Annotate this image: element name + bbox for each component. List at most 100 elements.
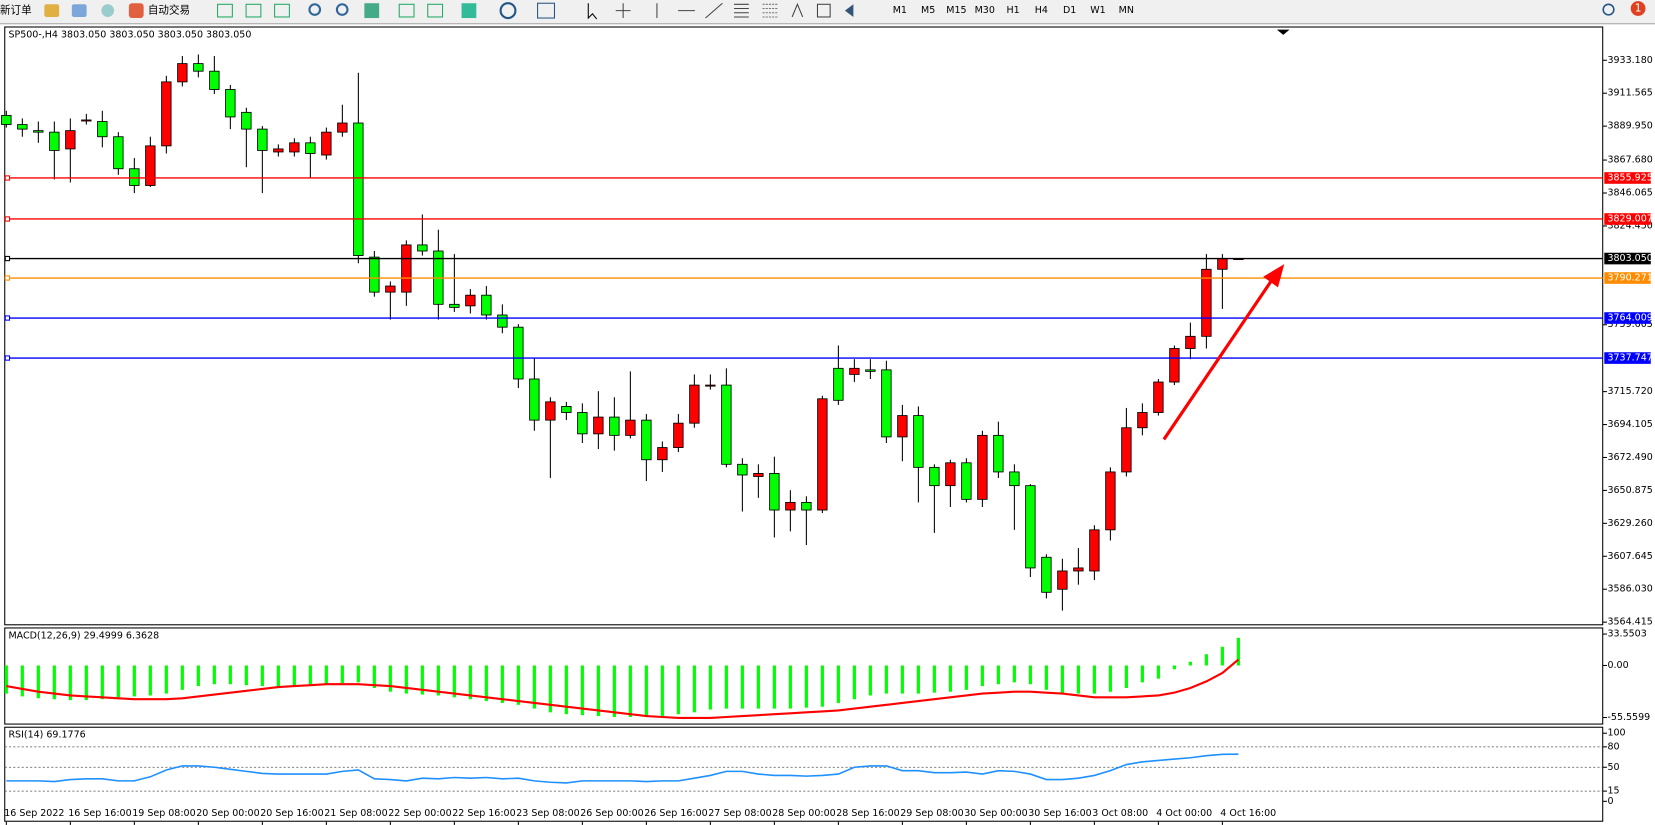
macd-bar (1220, 646, 1224, 666)
x-tick-label: 28 Sep 16:00 (836, 808, 899, 819)
icon[interactable] (245, 3, 262, 18)
candle-body (321, 131, 332, 156)
candle-body (529, 378, 540, 421)
timeframe-button[interactable]: D1 (1063, 5, 1076, 16)
candle-body (1169, 348, 1180, 383)
level-price-box (1604, 312, 1651, 324)
notification-badge[interactable] (1630, 1, 1646, 16)
crosshair-tool[interactable] (615, 3, 631, 19)
candle-body (737, 463, 748, 476)
candle-body (801, 501, 812, 511)
icon[interactable] (217, 3, 233, 18)
macd-bar (836, 665, 840, 703)
icon[interactable] (537, 2, 556, 19)
channel-tool[interactable] (734, 3, 749, 18)
macd-bar (116, 665, 120, 698)
cursor-tool[interactable] (587, 3, 598, 20)
x-tick-label: 4 Oct 00:00 (1156, 808, 1212, 819)
macd-bar (84, 665, 88, 701)
macd-bar (148, 665, 152, 696)
y-tick-label: 80 (1607, 741, 1619, 752)
macd-bar (404, 665, 408, 694)
icon[interactable] (101, 4, 115, 17)
x-tick-label: 19 Sep 08:00 (132, 808, 195, 819)
zoom-in[interactable] (308, 3, 322, 16)
macd-bar (548, 665, 552, 713)
candle-body (1057, 570, 1068, 590)
auto-trading-button[interactable]: 自动交易 (148, 4, 190, 17)
trendline-tool[interactable] (705, 2, 723, 19)
text-tool[interactable] (791, 2, 804, 18)
macd-bar (1060, 665, 1064, 694)
macd-bar (900, 665, 904, 694)
annotation-arrow (1162, 264, 1285, 441)
candle-body (273, 148, 284, 153)
candle-body (1, 114, 12, 125)
timeframe-button[interactable]: H4 (1035, 5, 1048, 16)
timeframe-button[interactable]: M5 (921, 5, 935, 16)
macd-bar (500, 665, 504, 703)
search[interactable] (1602, 3, 1615, 16)
macd-bar (1108, 665, 1112, 692)
macd-bar (1156, 665, 1160, 679)
candle-body (1009, 471, 1020, 487)
icon[interactable] (461, 3, 477, 19)
candle-body (769, 473, 780, 511)
candle-body (1137, 412, 1148, 429)
timeframe-button[interactable]: W1 (1090, 5, 1105, 16)
y-tick-label: 15 (1607, 786, 1619, 797)
icon[interactable] (274, 3, 290, 18)
level-price-label: 3829.007 (1607, 213, 1652, 224)
timeframe-button[interactable]: M1 (893, 5, 907, 16)
candle-body (305, 142, 316, 154)
macd-bar (996, 665, 1000, 685)
timeframe-button[interactable]: H1 (1006, 5, 1019, 16)
macd-bar (292, 665, 296, 686)
macd-bar (772, 665, 776, 709)
candle-body (417, 244, 428, 252)
candle-body (241, 111, 252, 130)
icon[interactable] (427, 3, 444, 18)
candle-body (49, 131, 60, 151)
macd-bar (1076, 665, 1080, 694)
icon[interactable] (44, 4, 60, 17)
level-price-box (1604, 252, 1651, 265)
x-tick-label: 16 Sep 16:00 (68, 808, 131, 819)
arrow-shaft (1162, 278, 1274, 441)
timeframe-button[interactable]: M15 (946, 5, 966, 16)
level-price-box (1604, 352, 1651, 364)
macd-bar (868, 665, 872, 696)
new-order-button[interactable]: 新订单 (0, 4, 32, 17)
auto-trading-icon[interactable] (128, 3, 144, 19)
macd-bar (1188, 661, 1192, 666)
macd-bar (804, 665, 808, 708)
candle-body (369, 256, 380, 293)
shift-marker (1276, 29, 1290, 35)
level-price-label: 3764.009 (1607, 313, 1652, 324)
x-tick-label: 30 Sep 00:00 (964, 808, 1027, 819)
macd-bar (228, 665, 232, 685)
candle-body (65, 130, 76, 150)
candle-body (913, 415, 924, 468)
candle-body (833, 367, 844, 401)
zoom-out[interactable] (335, 3, 349, 16)
icon[interactable] (499, 2, 517, 20)
fibo-tool[interactable] (762, 3, 778, 18)
timeframe-button[interactable]: M30 (975, 5, 995, 16)
candle-body (929, 466, 940, 487)
macd-bar (820, 665, 824, 707)
macd-bar (660, 665, 664, 717)
candle-body (817, 398, 828, 511)
icon[interactable] (364, 3, 380, 19)
candle-body (657, 447, 668, 461)
x-tick-label: 28 Sep 00:00 (772, 808, 835, 819)
icon[interactable] (71, 4, 87, 17)
toolbar (0, 0, 1655, 24)
timeframe-button[interactable]: MN (1119, 5, 1134, 16)
macd-bar (692, 665, 696, 713)
macd-bar (484, 665, 488, 702)
icon[interactable] (398, 3, 415, 18)
label-tool[interactable] (816, 3, 831, 18)
macd-bar (724, 665, 728, 709)
arrow-tool[interactable] (844, 4, 854, 17)
